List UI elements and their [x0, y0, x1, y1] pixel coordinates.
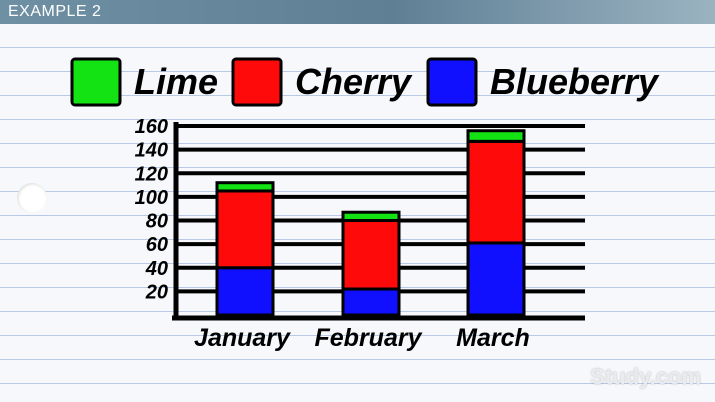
x-tick-label-january: January — [194, 324, 291, 352]
y-tick-label-40: 40 — [145, 258, 168, 280]
legend-label-blueberry: Blueberry — [490, 61, 660, 102]
y-tick-label-60: 60 — [146, 234, 168, 256]
bar-january-blueberry — [215, 266, 275, 317]
bar-january-lime — [215, 181, 275, 193]
y-tick-label-140: 140 — [135, 140, 168, 162]
x-tick-label-march: March — [456, 324, 530, 352]
watermark: Study.com — [590, 364, 701, 389]
bar-march-blueberry — [466, 241, 526, 317]
legend-swatch-blueberry — [426, 57, 478, 107]
bar-february-blueberry — [341, 287, 401, 317]
legend-label-cherry: Cherry — [295, 61, 413, 102]
y-tick-label-100: 100 — [135, 187, 168, 209]
header-bar: EXAMPLE 2 — [0, 0, 715, 24]
bar-february-lime — [341, 210, 401, 222]
y-tick-label-80: 80 — [146, 211, 168, 233]
punch-hole — [17, 183, 47, 213]
y-tick-label-20: 20 — [145, 281, 168, 303]
bar-march-cherry — [466, 139, 526, 245]
bar-march-lime — [466, 129, 526, 143]
y-tick-label-160: 160 — [135, 116, 168, 138]
x-tick-label-february: February — [315, 324, 423, 352]
bar-january-cherry — [215, 189, 275, 270]
legend-swatch-cherry — [231, 57, 283, 107]
slide-title: EXAMPLE 2 — [8, 3, 102, 20]
y-tick-label-120: 120 — [135, 163, 168, 185]
legend-label-lime: Lime — [134, 61, 218, 102]
bar-february-cherry — [341, 219, 401, 291]
legend-swatch-lime — [70, 57, 122, 107]
